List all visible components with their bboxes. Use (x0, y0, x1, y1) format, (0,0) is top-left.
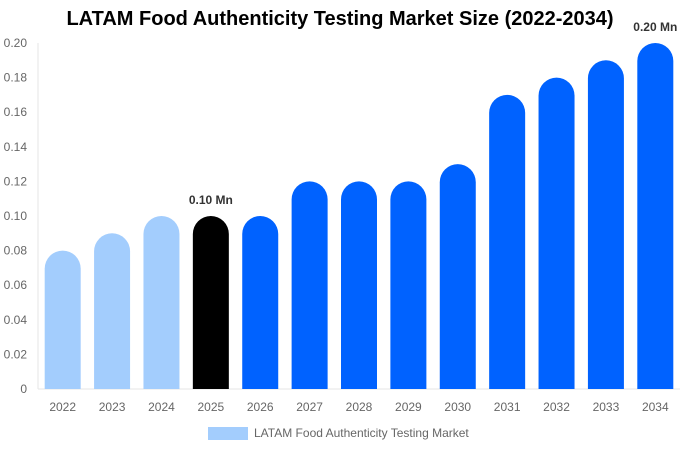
x-tick-label: 2025 (197, 400, 224, 414)
bar-2027[interactable] (291, 181, 328, 389)
x-tick-label: 2022 (49, 400, 76, 414)
bar-2030[interactable] (439, 164, 476, 389)
x-tick-label: 2032 (543, 400, 570, 414)
legend-label: LATAM Food Authenticity Testing Market (254, 426, 469, 440)
bar-2032[interactable] (538, 77, 575, 389)
x-tick-label: 2023 (99, 400, 126, 414)
bar-2024[interactable] (143, 216, 180, 389)
bar-2025[interactable] (192, 216, 229, 389)
x-tick-label: 2024 (148, 400, 175, 414)
x-tick-label: 2026 (247, 400, 274, 414)
y-tick-label: 0.16 (4, 105, 28, 119)
y-tick-label: 0.06 (4, 278, 28, 292)
x-tick-label: 2028 (346, 400, 373, 414)
y-tick-label: 0.18 (4, 71, 28, 85)
data-label: 0.10 Mn (189, 193, 233, 207)
x-tick-label: 2029 (395, 400, 422, 414)
y-tick-label: 0.02 (4, 347, 28, 361)
x-tick-label: 2027 (296, 400, 323, 414)
bar-2033[interactable] (587, 60, 624, 389)
x-tick-label: 2030 (444, 400, 471, 414)
bar-2023[interactable] (94, 233, 131, 389)
bar-2022[interactable] (44, 250, 81, 389)
bar-2028[interactable] (341, 181, 377, 389)
x-tick-label: 2034 (642, 400, 669, 414)
x-tick-label: 2033 (593, 400, 620, 414)
chart-title: LATAM Food Authenticity Testing Market S… (66, 8, 614, 30)
bar-2034[interactable] (637, 43, 674, 389)
y-tick-label: 0 (20, 382, 27, 396)
legend-swatch (208, 426, 248, 440)
bar-2031[interactable] (489, 94, 526, 389)
y-tick-label: 0.04 (4, 313, 28, 327)
y-tick-label: 0.14 (4, 140, 28, 154)
y-tick-label: 0.08 (4, 244, 28, 258)
y-tick-label: 0.10 (4, 209, 28, 223)
legend[interactable]: LATAM Food Authenticity Testing Market (208, 426, 469, 440)
bar-2026[interactable] (242, 216, 279, 389)
y-tick-label: 0.12 (4, 174, 28, 188)
data-label: 0.20 Mn (633, 20, 677, 34)
bar-2029[interactable] (390, 181, 427, 389)
y-tick-label: 0.20 (4, 36, 28, 50)
x-tick-label: 2031 (494, 400, 521, 414)
